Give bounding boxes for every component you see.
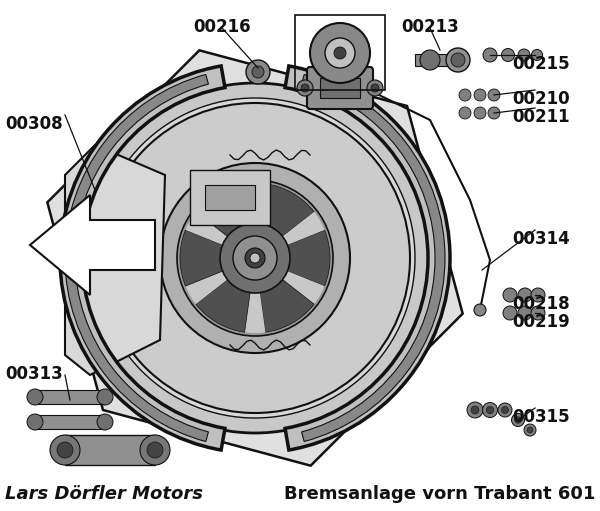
- Circle shape: [471, 406, 479, 414]
- Circle shape: [518, 49, 530, 61]
- Circle shape: [252, 66, 264, 78]
- Circle shape: [488, 89, 500, 101]
- Wedge shape: [245, 183, 265, 258]
- Wedge shape: [65, 75, 208, 442]
- Circle shape: [97, 414, 113, 430]
- FancyBboxPatch shape: [307, 67, 373, 109]
- Text: 00213: 00213: [401, 18, 459, 36]
- Bar: [295, 15, 385, 90]
- Text: 00314: 00314: [512, 230, 570, 248]
- Circle shape: [97, 389, 113, 405]
- Wedge shape: [60, 66, 225, 450]
- Wedge shape: [185, 258, 255, 304]
- Circle shape: [420, 50, 440, 70]
- Text: Lars Dörfler Motors: Lars Dörfler Motors: [5, 485, 203, 503]
- Wedge shape: [285, 66, 450, 450]
- Circle shape: [297, 80, 313, 96]
- Circle shape: [245, 248, 265, 268]
- Circle shape: [177, 180, 333, 336]
- Circle shape: [503, 288, 517, 302]
- Circle shape: [250, 253, 260, 263]
- Circle shape: [446, 48, 470, 72]
- Circle shape: [371, 84, 379, 92]
- Circle shape: [482, 403, 497, 417]
- Bar: [415, 54, 465, 66]
- Polygon shape: [30, 195, 155, 295]
- Wedge shape: [255, 258, 325, 304]
- Circle shape: [27, 414, 43, 430]
- Circle shape: [524, 424, 536, 436]
- Circle shape: [518, 306, 532, 320]
- Circle shape: [27, 389, 43, 405]
- Wedge shape: [185, 212, 255, 258]
- Circle shape: [233, 236, 277, 280]
- Bar: [320, 78, 360, 98]
- Circle shape: [527, 427, 533, 433]
- Circle shape: [474, 304, 486, 316]
- Text: 00313: 00313: [5, 365, 63, 383]
- Circle shape: [515, 417, 521, 423]
- Bar: [190, 170, 270, 225]
- Text: 00308: 00308: [5, 115, 62, 133]
- Text: 00215: 00215: [512, 55, 570, 73]
- Circle shape: [57, 442, 73, 458]
- Text: 00315: 00315: [512, 408, 570, 426]
- Circle shape: [50, 435, 80, 465]
- Text: 00218: 00218: [512, 295, 570, 313]
- Wedge shape: [196, 258, 255, 332]
- Circle shape: [451, 53, 465, 67]
- Text: 00219: 00219: [512, 313, 570, 331]
- Circle shape: [95, 98, 415, 418]
- Circle shape: [459, 89, 471, 101]
- Circle shape: [511, 413, 524, 427]
- Wedge shape: [255, 184, 314, 258]
- Circle shape: [486, 406, 494, 414]
- Circle shape: [467, 402, 483, 418]
- Circle shape: [503, 306, 517, 320]
- Circle shape: [160, 163, 350, 353]
- Circle shape: [459, 107, 471, 119]
- Polygon shape: [65, 145, 165, 375]
- Text: 00210: 00210: [512, 90, 570, 108]
- Circle shape: [80, 83, 430, 433]
- Circle shape: [367, 80, 383, 96]
- Polygon shape: [47, 50, 463, 466]
- Circle shape: [220, 223, 290, 293]
- Bar: [35, 390, 105, 404]
- Wedge shape: [255, 258, 314, 332]
- Circle shape: [531, 306, 545, 320]
- Circle shape: [531, 288, 545, 302]
- Circle shape: [483, 48, 497, 62]
- Text: 00211: 00211: [512, 108, 570, 126]
- Wedge shape: [302, 75, 445, 442]
- Circle shape: [532, 50, 542, 60]
- Bar: [35, 415, 105, 429]
- Circle shape: [325, 38, 355, 68]
- Circle shape: [310, 23, 370, 83]
- Circle shape: [100, 103, 410, 413]
- Circle shape: [147, 442, 163, 458]
- Wedge shape: [245, 258, 265, 333]
- Circle shape: [488, 107, 500, 119]
- Circle shape: [301, 84, 309, 92]
- Circle shape: [334, 47, 346, 59]
- Wedge shape: [196, 184, 255, 258]
- Circle shape: [474, 107, 486, 119]
- Circle shape: [246, 60, 270, 84]
- Circle shape: [502, 406, 509, 413]
- Circle shape: [474, 89, 486, 101]
- Wedge shape: [255, 212, 325, 258]
- Wedge shape: [255, 230, 330, 286]
- Circle shape: [498, 403, 512, 417]
- Bar: [205, 185, 255, 210]
- Bar: [65, 435, 155, 465]
- Circle shape: [140, 435, 170, 465]
- Text: Bremsanlage vorn Trabant 601: Bremsanlage vorn Trabant 601: [284, 485, 595, 503]
- Circle shape: [518, 288, 532, 302]
- Text: 00216: 00216: [193, 18, 251, 36]
- Wedge shape: [180, 230, 255, 286]
- Circle shape: [502, 49, 515, 61]
